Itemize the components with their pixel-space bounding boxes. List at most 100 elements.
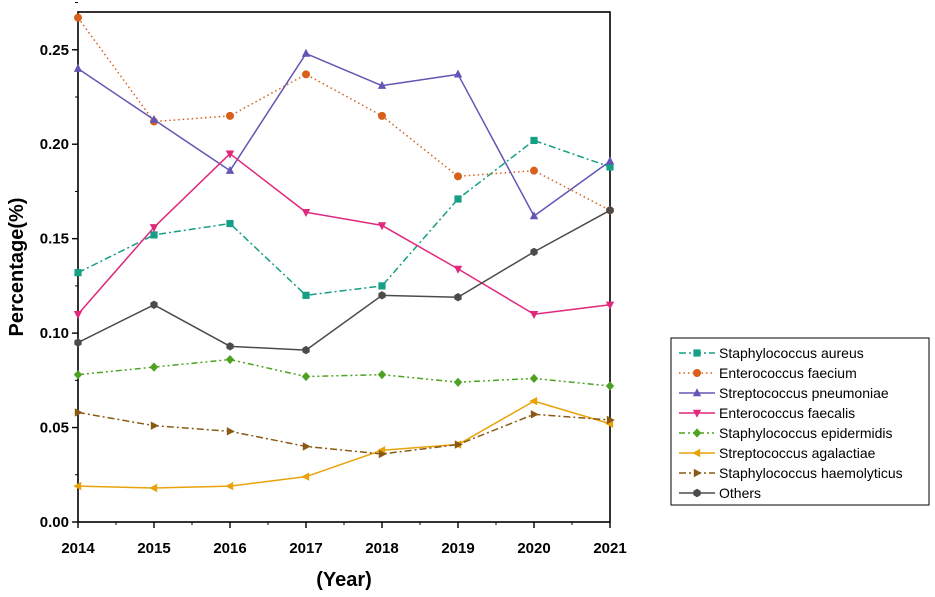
data-point bbox=[377, 80, 387, 89]
legend-label: Others bbox=[719, 485, 761, 501]
series-6 bbox=[74, 408, 615, 459]
data-point bbox=[225, 481, 234, 491]
data-point bbox=[454, 172, 462, 181]
data-point bbox=[454, 440, 463, 449]
data-point bbox=[529, 373, 539, 384]
legend-label: Streptococcus pneumoniae bbox=[719, 385, 889, 401]
series-line bbox=[77, 209, 611, 351]
data-point bbox=[605, 381, 615, 391]
data-point bbox=[605, 301, 615, 310]
data-point bbox=[529, 311, 539, 320]
legend-marker bbox=[693, 488, 701, 498]
series-line bbox=[77, 139, 611, 297]
data-point bbox=[149, 114, 159, 123]
x-tick-label: 2014 bbox=[61, 540, 95, 557]
data-point bbox=[74, 13, 82, 22]
legend-marker bbox=[692, 448, 701, 458]
y-tick-label: 0.05 bbox=[40, 420, 69, 437]
series-5 bbox=[73, 396, 614, 493]
data-point bbox=[453, 265, 463, 274]
data-point bbox=[226, 427, 235, 436]
data-point bbox=[301, 472, 310, 481]
data-point bbox=[73, 370, 83, 380]
data-point bbox=[301, 48, 311, 57]
series-line bbox=[77, 52, 611, 217]
data-point bbox=[226, 219, 234, 228]
data-point bbox=[529, 396, 538, 406]
legend-label: Enterococcus faecalis bbox=[719, 405, 855, 421]
legend-label: Staphylococcus epidermidis bbox=[719, 425, 893, 441]
data-point bbox=[606, 206, 614, 215]
y-tick-label: 0.25 bbox=[40, 42, 69, 59]
series-line bbox=[77, 411, 611, 455]
data-point bbox=[301, 209, 311, 218]
data-point bbox=[302, 345, 310, 355]
data-point bbox=[226, 111, 234, 120]
data-point bbox=[605, 156, 615, 165]
legend-label: Staphylococcus aureus bbox=[719, 345, 864, 361]
data-point bbox=[530, 247, 538, 257]
legend-label: Staphylococcus haemolyticus bbox=[719, 465, 903, 481]
legend-label: Streptococcus agalactiae bbox=[719, 445, 876, 461]
data-point bbox=[74, 269, 82, 277]
data-point bbox=[606, 163, 614, 171]
data-point bbox=[149, 224, 159, 233]
data-point bbox=[606, 415, 615, 425]
data-point bbox=[453, 69, 463, 78]
legend-marker bbox=[693, 369, 701, 377]
data-point bbox=[150, 421, 159, 430]
series-1 bbox=[74, 13, 614, 215]
x-tick-label: 2017 bbox=[289, 540, 322, 557]
data-point bbox=[530, 166, 538, 175]
series-line bbox=[77, 358, 611, 387]
data-point bbox=[302, 70, 310, 79]
data-point bbox=[73, 63, 83, 72]
data-point bbox=[225, 150, 235, 159]
legend-marker bbox=[692, 409, 702, 418]
legend-marker bbox=[693, 468, 702, 478]
series-3 bbox=[73, 150, 615, 320]
legend-marker bbox=[692, 388, 702, 397]
x-tick-label: 2021 bbox=[593, 540, 626, 557]
x-tick-label: 2015 bbox=[137, 540, 170, 557]
y-axis-title: Percentage(%) bbox=[6, 198, 28, 337]
data-point bbox=[454, 195, 462, 203]
series-0 bbox=[74, 136, 614, 299]
series-line bbox=[77, 17, 611, 211]
data-point bbox=[529, 211, 539, 220]
data-point bbox=[530, 136, 538, 145]
series-line bbox=[77, 152, 611, 315]
y-tick-label: 0.20 bbox=[40, 136, 69, 153]
y-tick-label: 0.00 bbox=[40, 514, 69, 531]
data-point bbox=[225, 354, 235, 365]
data-point bbox=[302, 291, 310, 299]
data-point bbox=[378, 282, 386, 290]
data-point bbox=[301, 371, 311, 382]
y-tick-label: 0.10 bbox=[40, 325, 69, 342]
data-point bbox=[73, 481, 82, 491]
data-point bbox=[150, 231, 158, 239]
data-point bbox=[225, 165, 235, 174]
series-2 bbox=[73, 48, 615, 220]
data-point bbox=[74, 338, 82, 347]
data-point bbox=[73, 311, 83, 320]
data-point bbox=[530, 410, 539, 419]
legend-marker bbox=[693, 349, 701, 357]
legend-box bbox=[670, 337, 930, 506]
data-point bbox=[149, 362, 159, 372]
data-point bbox=[378, 291, 386, 300]
data-point bbox=[377, 370, 387, 380]
data-point bbox=[74, 408, 83, 417]
x-tick-label: 2016 bbox=[213, 540, 246, 557]
series-4 bbox=[73, 354, 615, 391]
data-point bbox=[378, 449, 387, 459]
data-point bbox=[377, 222, 387, 231]
plot-frame bbox=[77, 11, 611, 523]
y-tick-label: 0.15 bbox=[40, 231, 69, 248]
x-tick-label: 2019 bbox=[441, 540, 474, 557]
series-line bbox=[77, 400, 611, 489]
data-point bbox=[150, 300, 158, 309]
data-point bbox=[378, 111, 386, 120]
